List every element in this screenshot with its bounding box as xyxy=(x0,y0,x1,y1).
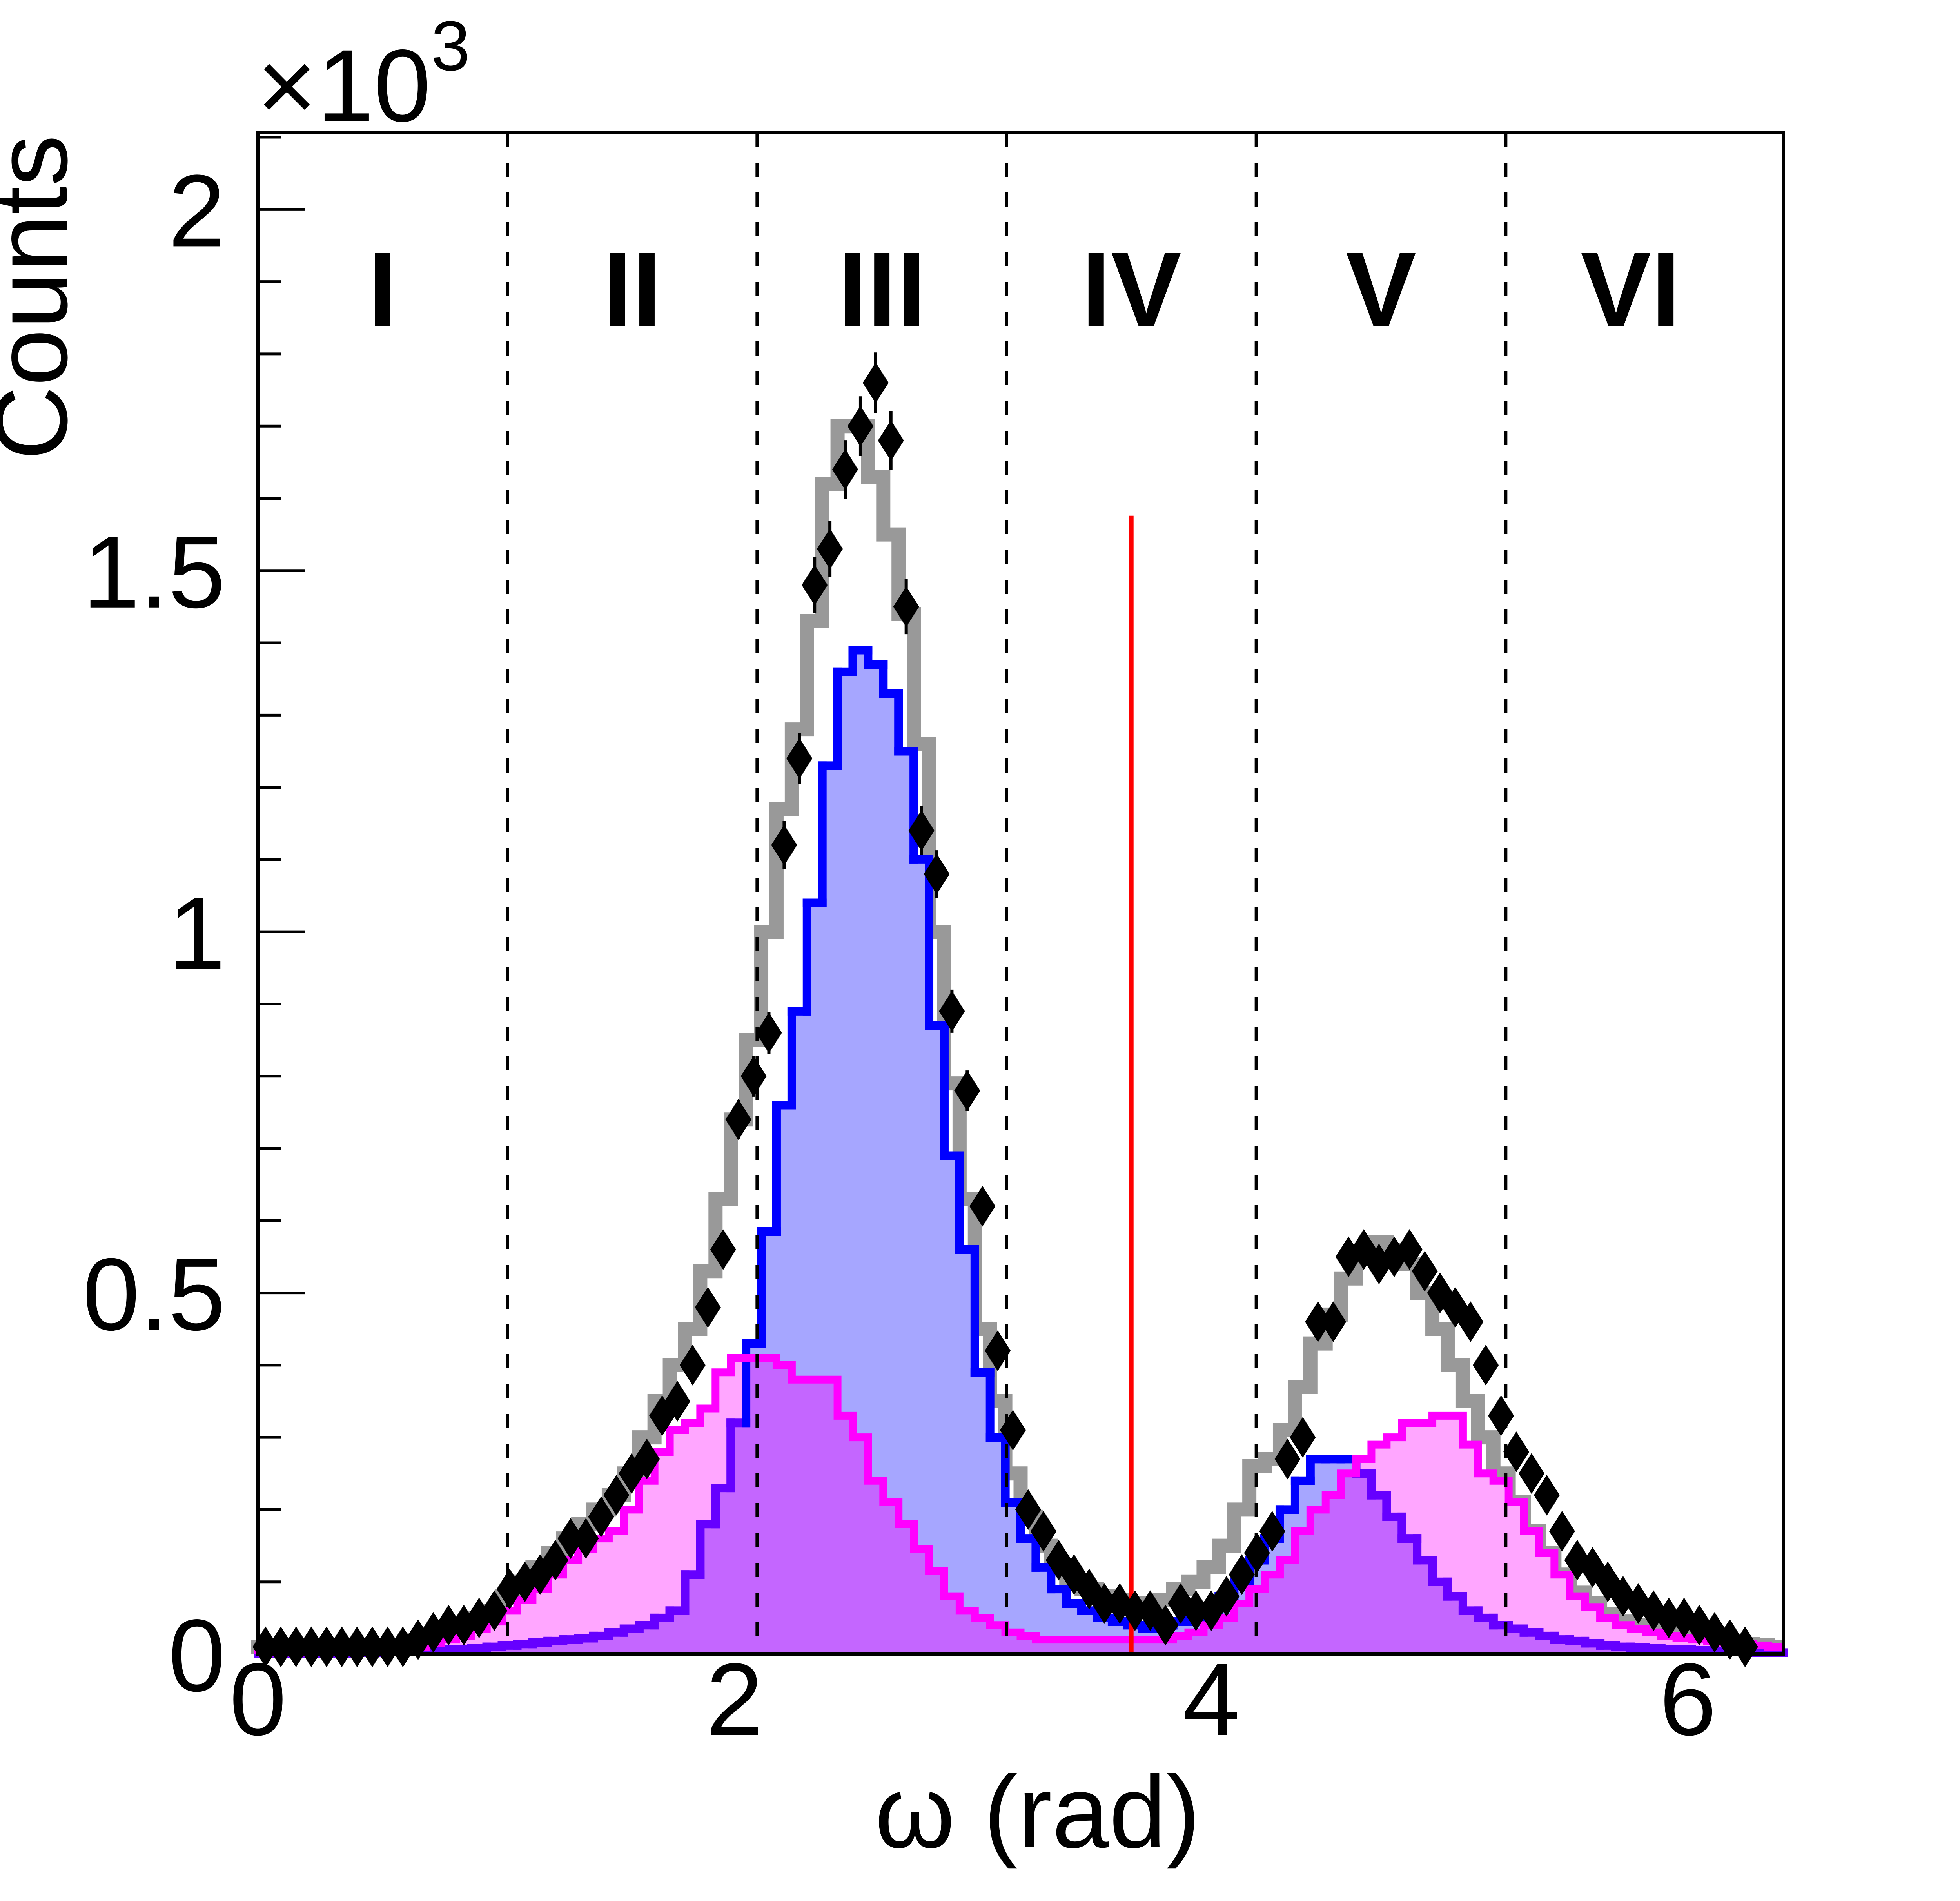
x-tick-label: 2 xyxy=(706,1642,763,1757)
data-point xyxy=(1183,1590,1209,1631)
data-point xyxy=(481,1590,508,1631)
data-point xyxy=(1229,1554,1255,1595)
data-point xyxy=(985,1330,1011,1371)
data-point xyxy=(1290,1417,1316,1458)
magenta-component-line xyxy=(254,1354,1783,1657)
data-point xyxy=(1412,1251,1438,1292)
data-point xyxy=(1244,1533,1270,1574)
data-point xyxy=(1305,1301,1331,1342)
data-point xyxy=(786,738,813,779)
y-tick-label: 1 xyxy=(168,876,225,990)
x-axis-title: ω (rad) xyxy=(875,1754,1201,1870)
data-point xyxy=(954,1070,980,1111)
data-point xyxy=(695,1287,721,1328)
y-axis-title: Counts xyxy=(0,135,89,460)
data-point xyxy=(1457,1301,1484,1342)
data-point xyxy=(1473,1344,1499,1386)
x-tick-label: 0 xyxy=(229,1642,287,1757)
overlap-fill xyxy=(258,1358,1783,1654)
y-tick-label: 0 xyxy=(168,1598,225,1713)
data-point xyxy=(847,406,873,447)
data-point xyxy=(679,1344,706,1386)
data-point xyxy=(1534,1475,1560,1516)
data-point xyxy=(1320,1301,1347,1342)
data-point xyxy=(969,1186,996,1227)
data-point xyxy=(1518,1453,1544,1494)
data-point xyxy=(939,990,965,1032)
data-point xyxy=(283,1626,309,1667)
data-point xyxy=(329,1626,355,1667)
data-point xyxy=(603,1475,630,1516)
data-point xyxy=(1549,1511,1575,1552)
data-point xyxy=(1259,1511,1285,1552)
region-guides xyxy=(506,133,1508,1654)
data-point xyxy=(1152,1605,1179,1646)
data-point xyxy=(573,1518,599,1559)
data-point xyxy=(710,1229,736,1270)
region-label: V xyxy=(1346,230,1417,348)
data-point xyxy=(344,1626,370,1667)
data-point xyxy=(1015,1489,1041,1530)
data-point xyxy=(557,1518,584,1559)
axes: 0 0.5 1 1.5 2 0 2 4 6 xyxy=(83,136,1717,1757)
data-point xyxy=(1030,1511,1056,1552)
region-label: IV xyxy=(1082,230,1182,348)
y-multiplier: ×103 xyxy=(257,7,470,143)
data-point xyxy=(588,1496,614,1537)
data-point xyxy=(359,1626,385,1667)
data-point xyxy=(802,564,828,606)
x-tick-label: 6 xyxy=(1659,1642,1717,1757)
data-point xyxy=(451,1605,477,1646)
region-label: III xyxy=(838,230,926,348)
plot-frame xyxy=(256,131,1785,1656)
region-label: II xyxy=(603,230,662,348)
data-point xyxy=(893,586,919,627)
data-point xyxy=(756,1012,782,1054)
data-point xyxy=(817,528,843,570)
region-label: VI xyxy=(1581,230,1681,348)
data-point xyxy=(740,1056,767,1097)
data-point xyxy=(1396,1229,1423,1270)
data-point xyxy=(1732,1626,1758,1667)
data-point xyxy=(1488,1395,1514,1436)
data-point xyxy=(374,1626,401,1667)
data-point xyxy=(436,1605,462,1646)
y-tick-label: 1.5 xyxy=(83,515,225,629)
data-point xyxy=(862,362,889,403)
region-label: I xyxy=(368,230,397,348)
data-point xyxy=(725,1099,751,1140)
region-labels: I II III IV V VI xyxy=(368,230,1681,348)
data-point xyxy=(1656,1597,1682,1638)
data-point xyxy=(1122,1590,1148,1631)
data-point xyxy=(268,1626,294,1667)
data-point xyxy=(1274,1438,1301,1480)
data-point xyxy=(542,1540,568,1581)
data-point xyxy=(771,825,797,866)
y-tick-label: 2 xyxy=(168,153,225,268)
y-multiplier-exponent: 3 xyxy=(431,7,470,85)
data-point xyxy=(878,420,904,461)
data-point xyxy=(314,1626,340,1667)
data-point xyxy=(1213,1576,1240,1617)
x-tick-label: 4 xyxy=(1183,1642,1240,1757)
data-point xyxy=(1610,1576,1636,1617)
data-point xyxy=(298,1626,325,1667)
histogram-lines xyxy=(251,419,1783,1654)
data-point xyxy=(1503,1431,1530,1473)
data-point xyxy=(908,810,935,851)
data-point xyxy=(1000,1409,1026,1451)
data-point xyxy=(1091,1583,1118,1624)
data-point xyxy=(924,853,950,894)
data-point xyxy=(1076,1569,1102,1610)
y-tick-label: 0.5 xyxy=(83,1237,225,1352)
data-point xyxy=(664,1381,691,1422)
data-point xyxy=(634,1438,660,1480)
total-mc-line xyxy=(251,419,1783,1654)
data-point xyxy=(832,449,858,490)
